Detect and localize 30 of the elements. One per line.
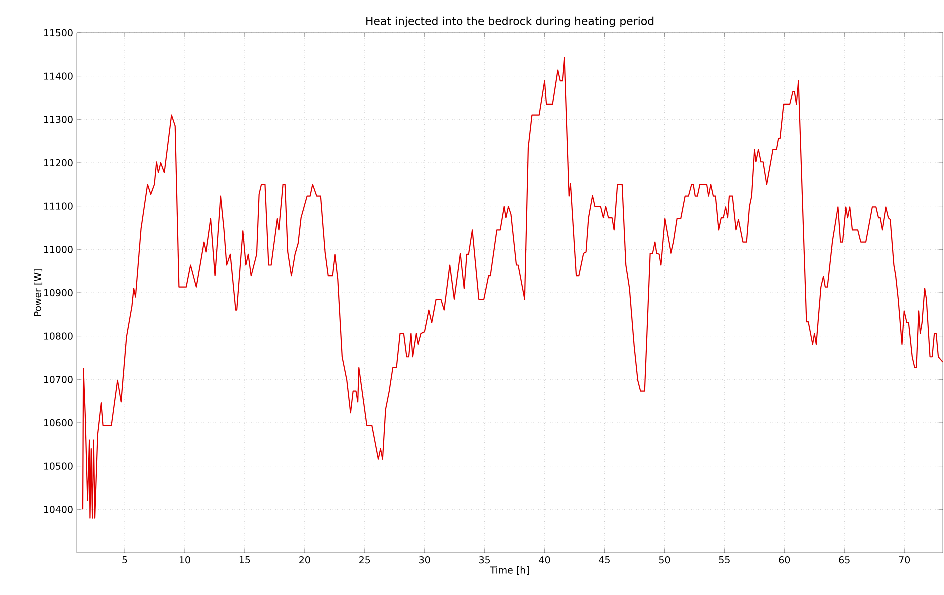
y-tick-label: 11500 xyxy=(44,29,73,37)
y-tick-label: 11000 xyxy=(44,246,73,254)
x-tick-label: 5 xyxy=(122,556,128,564)
x-tick-label: 15 xyxy=(240,556,250,564)
y-tick-label: 11200 xyxy=(44,159,73,167)
x-tick-label: 10 xyxy=(180,556,190,564)
line-series xyxy=(82,57,944,519)
y-tick-label: 11400 xyxy=(44,72,73,80)
x-tick-label: 30 xyxy=(420,556,430,564)
x-tick-label: 50 xyxy=(659,556,670,564)
x-tick-label: 45 xyxy=(599,556,610,564)
y-tick-label: 10400 xyxy=(44,506,73,514)
x-tick-label: 65 xyxy=(839,556,850,564)
x-axis-title: Time [h] xyxy=(490,566,529,575)
x-tick-label: 35 xyxy=(480,556,490,564)
y-tick-label: 11100 xyxy=(44,202,73,210)
x-tick-label: 70 xyxy=(899,556,910,564)
x-tick-label: 40 xyxy=(539,556,550,564)
y-tick-label: 10900 xyxy=(44,289,73,297)
y-tick-label: 11300 xyxy=(44,116,73,124)
x-tick-label: 20 xyxy=(300,556,310,564)
x-tick-label: 25 xyxy=(360,556,370,564)
y-tick-label: 10600 xyxy=(44,419,73,427)
x-tick-label: 55 xyxy=(719,556,730,564)
y-tick-label: 10800 xyxy=(44,332,73,340)
y-tick-label: 10700 xyxy=(44,376,73,384)
x-tick-label: 60 xyxy=(779,556,790,564)
chart-title: Heat injected into the bedrock during heating period xyxy=(366,16,654,28)
y-axis-title: Power [W] xyxy=(34,270,43,316)
y-tick-label: 10500 xyxy=(44,462,73,470)
